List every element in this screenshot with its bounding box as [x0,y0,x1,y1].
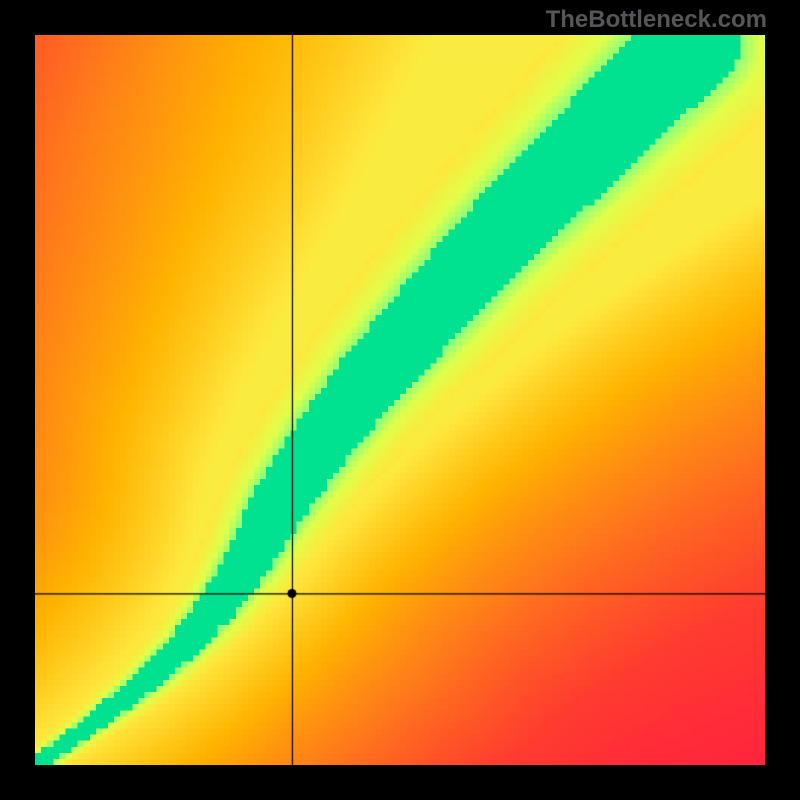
watermark-label: TheBottleneck.com [546,6,767,34]
chart-container: TheBottleneck.com [0,0,800,800]
crosshair-overlay [35,35,765,765]
